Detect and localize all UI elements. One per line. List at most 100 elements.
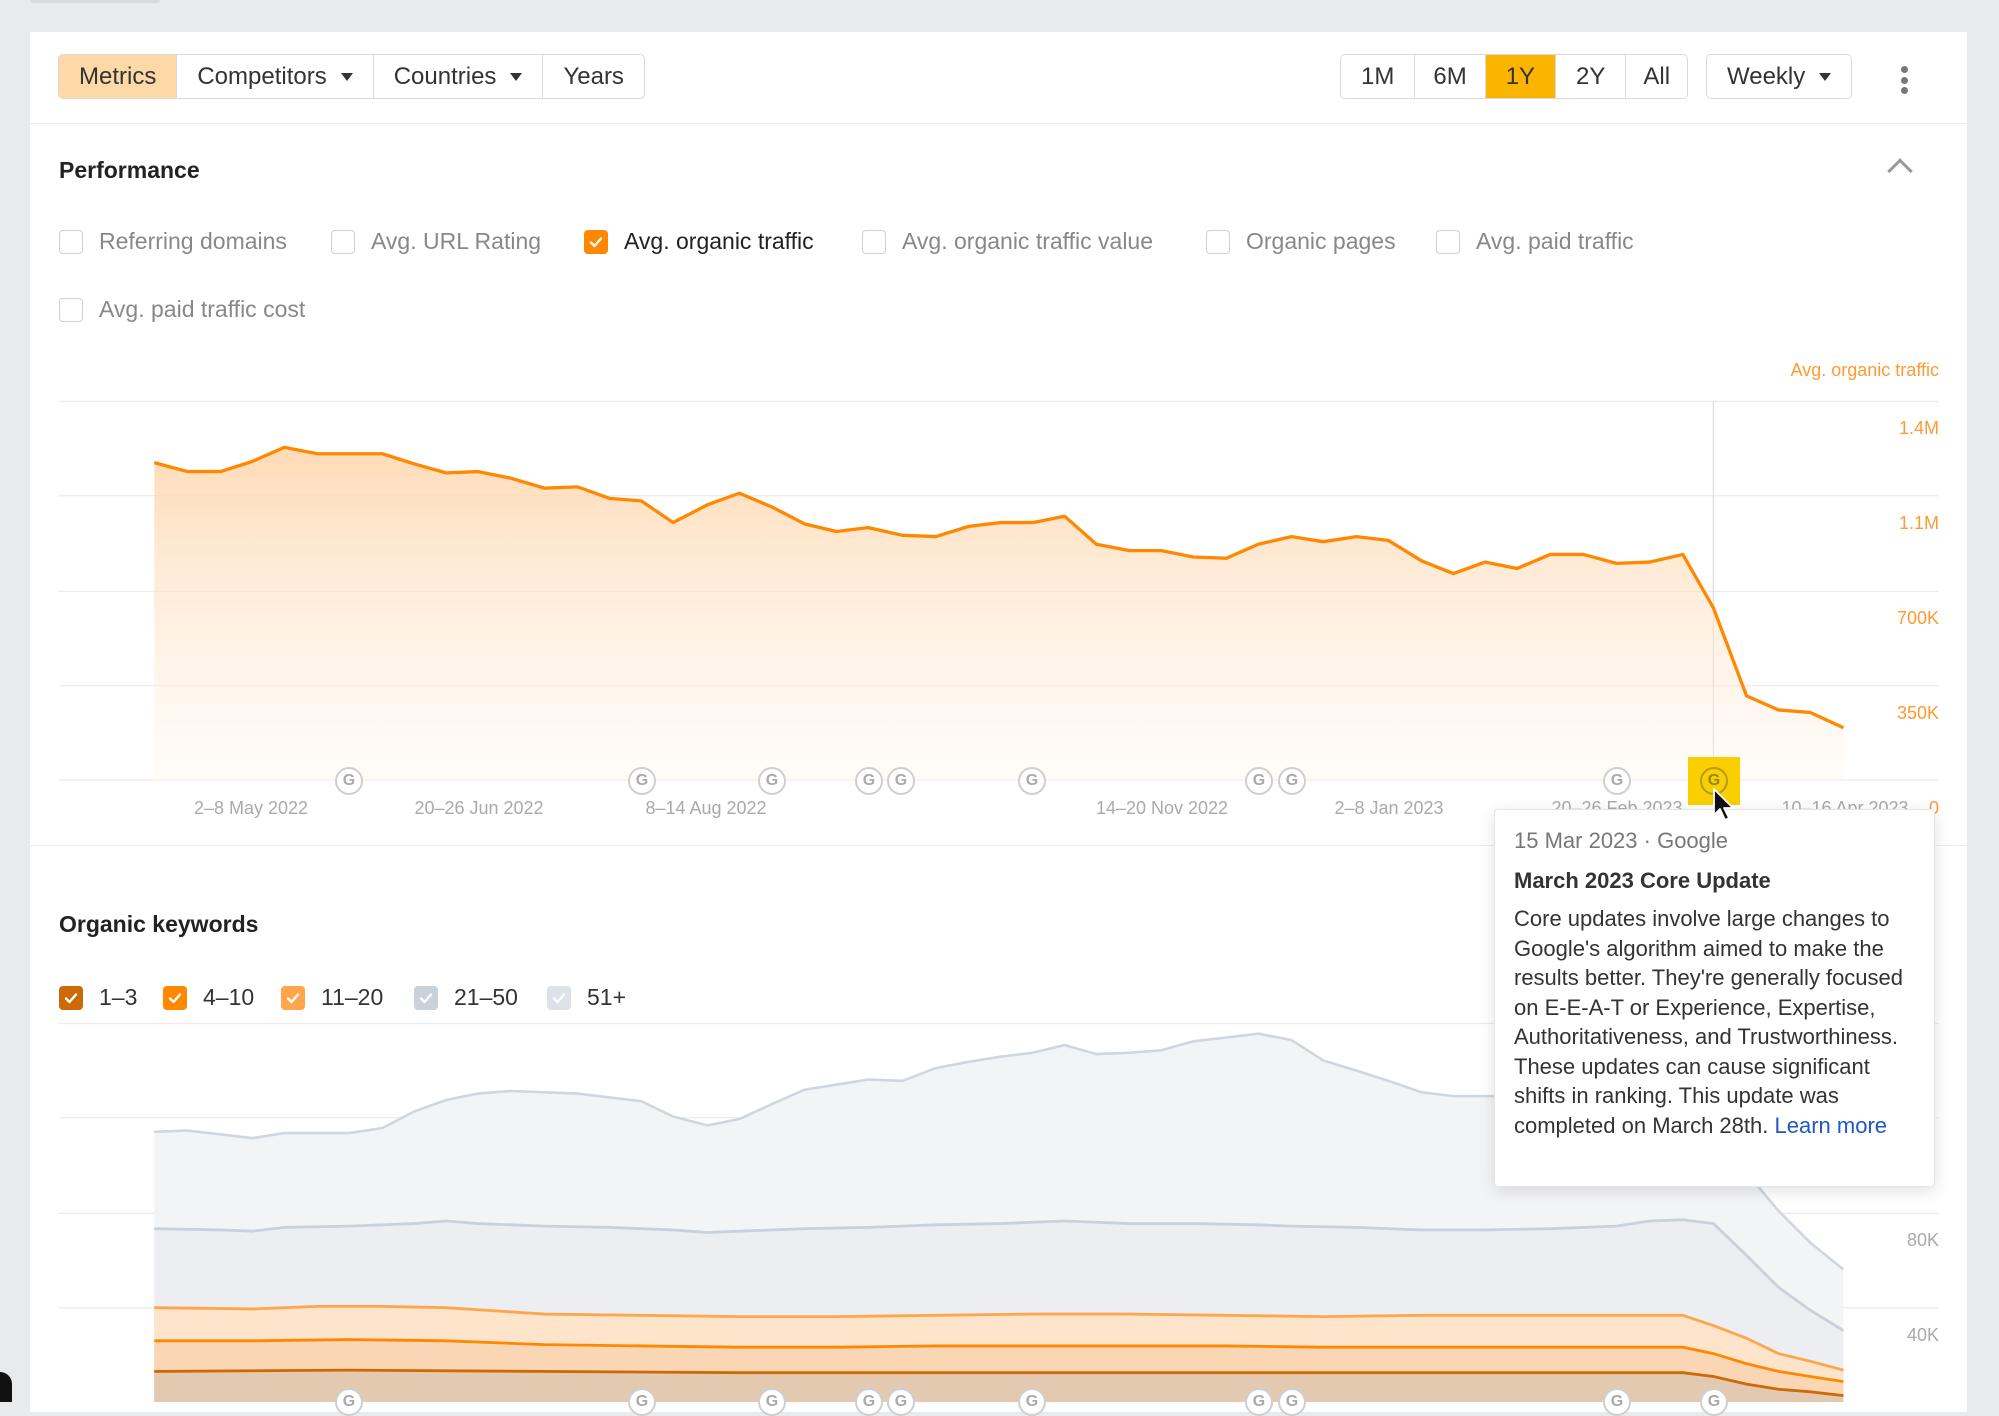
performance-title: Performance — [59, 157, 200, 184]
google-update-marker[interactable]: G — [1245, 1388, 1273, 1416]
checkbox-box[interactable] — [281, 986, 305, 1010]
check-icon — [167, 990, 183, 1006]
checkbox-avg-paid-traffic-cost[interactable]: Avg. paid traffic cost — [59, 296, 305, 323]
google-update-marker[interactable]: G — [1278, 1388, 1306, 1416]
google-update-marker[interactable]: G — [335, 1388, 363, 1416]
checkbox-box[interactable] — [547, 986, 571, 1010]
checkbox-referring-domains[interactable]: Referring domains — [59, 228, 287, 255]
legend-label: 4–10 — [203, 984, 254, 1011]
checkbox-box[interactable] — [1206, 230, 1230, 254]
years-tab[interactable]: Years — [542, 55, 644, 98]
competitors-dropdown[interactable]: Competitors — [176, 55, 372, 98]
chevron-up-icon[interactable] — [1887, 158, 1912, 183]
check-icon — [418, 990, 434, 1006]
legend-label: 1–3 — [99, 984, 137, 1011]
checkbox-box[interactable] — [59, 986, 83, 1010]
kebab-vertical-icon[interactable] — [1899, 66, 1909, 94]
google-update-tooltip: 15 Mar 2023 · Google March 2023 Core Upd… — [1494, 809, 1935, 1187]
learn-more-link[interactable]: Learn more — [1775, 1113, 1888, 1138]
check-icon — [285, 990, 301, 1006]
checkbox-box[interactable] — [163, 986, 187, 1010]
checkbox-avg-organic-traffic-value[interactable]: Avg. organic traffic value — [862, 228, 1153, 255]
x-tick: 20–26 Jun 2022 — [414, 798, 543, 819]
checkbox-avg-organic-traffic[interactable]: Avg. organic traffic — [584, 228, 814, 255]
page-background-right — [1967, 0, 1999, 1402]
checkbox-avg-url-rating[interactable]: Avg. URL Rating — [331, 228, 541, 255]
google-update-marker[interactable]: G — [1018, 767, 1046, 795]
x-tick: 2–8 Jan 2023 — [1334, 798, 1443, 819]
years-label: Years — [563, 63, 624, 91]
y-tick-1-4m: 1.4M — [1899, 418, 1939, 439]
metrics-tab[interactable]: Metrics — [59, 55, 176, 98]
legend-label: 51+ — [587, 984, 626, 1011]
range-all[interactable]: All — [1625, 55, 1687, 98]
range-1y[interactable]: 1Y — [1485, 55, 1555, 98]
checkbox-box[interactable] — [1436, 230, 1460, 254]
google-update-marker[interactable]: G — [628, 767, 656, 795]
caret-down-icon — [1819, 73, 1831, 81]
google-update-marker[interactable]: G — [855, 767, 883, 795]
google-update-marker[interactable]: G — [628, 1388, 656, 1416]
checkbox-box[interactable] — [59, 298, 83, 322]
legend-4-10[interactable]: 4–10 — [163, 984, 254, 1011]
overview-card: Metrics Competitors Countries Years 1M 6… — [30, 32, 1967, 1412]
metrics-label: Metrics — [79, 63, 156, 91]
checkbox-avg-paid-traffic[interactable]: Avg. paid traffic — [1436, 228, 1634, 255]
legend-11-20[interactable]: 11–20 — [281, 984, 383, 1011]
google-update-marker[interactable]: G — [855, 1388, 883, 1416]
organic-keywords-title: Organic keywords — [59, 911, 258, 938]
y-tick-350k: 350K — [1897, 703, 1939, 724]
checkbox-label: Referring domains — [99, 228, 287, 255]
range-2y-label: 2Y — [1576, 63, 1605, 91]
view-mode-group: Metrics Competitors Countries Years — [58, 54, 645, 99]
range-group: 1M 6M 1Y 2Y All — [1340, 54, 1688, 99]
countries-dropdown[interactable]: Countries — [373, 55, 543, 98]
mouse-cursor-icon — [1712, 787, 1738, 823]
caret-down-icon — [510, 73, 522, 81]
google-update-marker[interactable]: G — [1018, 1388, 1046, 1416]
google-update-marker[interactable]: G — [335, 767, 363, 795]
legend-label: 21–50 — [454, 984, 518, 1011]
google-update-marker[interactable]: G — [1700, 1388, 1728, 1416]
toolbar: Metrics Competitors Countries Years 1M 6… — [30, 32, 1967, 124]
google-update-marker[interactable]: G — [887, 767, 915, 795]
checkbox-box[interactable] — [584, 230, 608, 254]
checkbox-box[interactable] — [414, 986, 438, 1010]
checkbox-label: Avg. paid traffic cost — [99, 296, 305, 323]
google-update-marker[interactable]: G — [758, 1388, 786, 1416]
kw-y-tick-80k: 80K — [1907, 1230, 1939, 1251]
checkbox-box[interactable] — [331, 230, 355, 254]
checkbox-organic-pages[interactable]: Organic pages — [1206, 228, 1396, 255]
interval-select-button[interactable]: Weekly — [1707, 55, 1851, 98]
google-update-marker[interactable]: G — [1278, 767, 1306, 795]
range-1m[interactable]: 1M — [1341, 55, 1414, 98]
range-2y[interactable]: 2Y — [1555, 55, 1625, 98]
competitors-label: Competitors — [197, 63, 326, 91]
range-6m-label: 6M — [1433, 63, 1466, 91]
google-update-marker[interactable]: G — [1603, 1388, 1631, 1416]
tooltip-body-text: Core updates involve large changes to Go… — [1514, 906, 1903, 1138]
legend-21-50[interactable]: 21–50 — [414, 984, 518, 1011]
checkbox-label: Avg. URL Rating — [371, 228, 541, 255]
range-6m[interactable]: 6M — [1414, 55, 1484, 98]
google-update-marker[interactable]: G — [1603, 767, 1631, 795]
interval-select[interactable]: Weekly — [1706, 54, 1852, 99]
checkbox-label: Organic pages — [1246, 228, 1396, 255]
traffic-series-label: Avg. organic traffic — [1791, 360, 1939, 381]
range-1y-label: 1Y — [1506, 63, 1535, 91]
legend-1-3[interactable]: 1–3 — [59, 984, 137, 1011]
checkbox-box[interactable] — [59, 230, 83, 254]
range-1m-label: 1M — [1361, 63, 1394, 91]
google-update-marker[interactable]: G — [1245, 767, 1273, 795]
tooltip-body: Core updates involve large changes to Go… — [1514, 904, 1915, 1140]
google-update-marker[interactable]: G — [758, 767, 786, 795]
x-tick: 14–20 Nov 2022 — [1096, 798, 1228, 819]
legend-51-plus[interactable]: 51+ — [547, 984, 626, 1011]
x-tick: 8–14 Aug 2022 — [645, 798, 766, 819]
check-icon — [588, 234, 604, 250]
tooltip-date-source: 15 Mar 2023 · Google — [1514, 828, 1915, 854]
y-tick-1-1m: 1.1M — [1899, 513, 1939, 534]
google-update-marker[interactable]: G — [887, 1388, 915, 1416]
tooltip-title: March 2023 Core Update — [1514, 868, 1915, 894]
checkbox-box[interactable] — [862, 230, 886, 254]
